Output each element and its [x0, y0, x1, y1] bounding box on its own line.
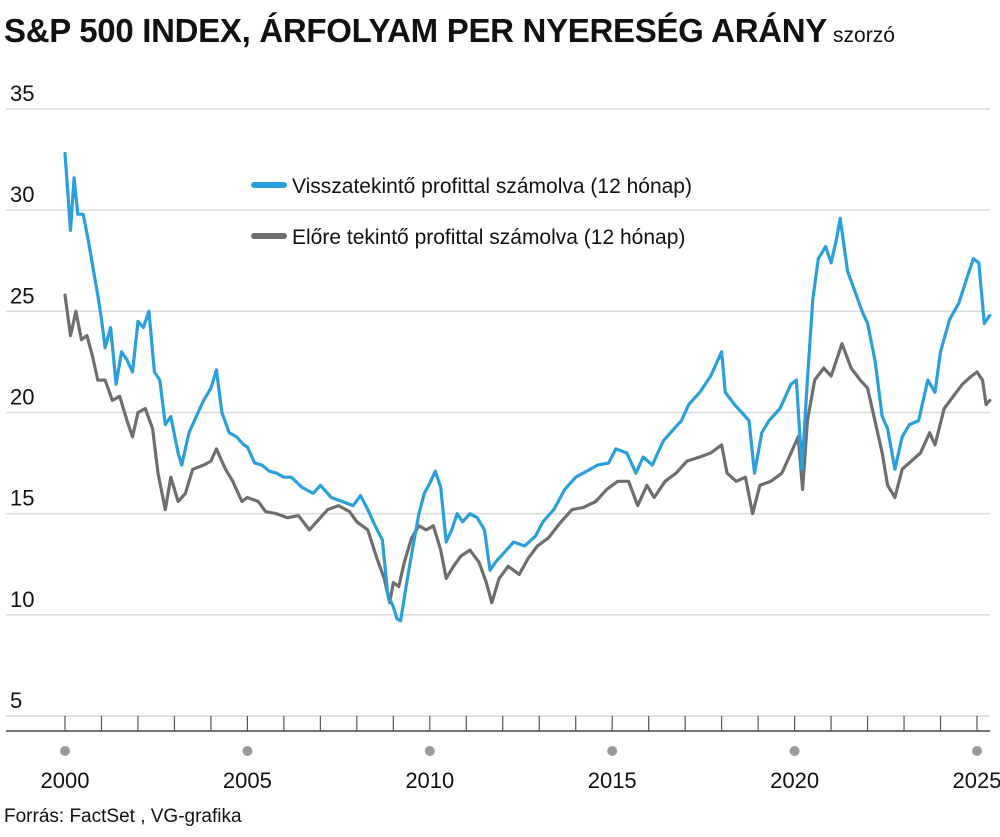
x-tick-label-2010: 2010 — [405, 768, 454, 793]
x-tick-dot-2015 — [607, 746, 618, 756]
y-tick-label-5: 5 — [10, 688, 22, 713]
x-tick-dot-2025 — [972, 746, 982, 756]
x-tick-dot-2005 — [242, 746, 253, 756]
x-tick-label-2015: 2015 — [588, 768, 637, 793]
chart-title: S&P 500 INDEX, ÁRFOLYAM PER NYERESÉG ARÁ… — [4, 14, 895, 47]
y-axis-ticks: 5 10 15 20 25 30 35 — [10, 81, 34, 713]
x-tick-label-2000: 2000 — [41, 768, 90, 793]
y-tick-label-15: 15 — [10, 486, 34, 511]
x-tick-label-2005: 2005 — [223, 768, 272, 793]
chart-title-text: S&P 500 INDEX, ÁRFOLYAM PER NYERESÉG ARÁ… — [4, 12, 828, 49]
y-tick-label-20: 20 — [10, 385, 34, 410]
x-tick-label-2020: 2020 — [770, 768, 819, 793]
y-tick-label-25: 25 — [10, 283, 34, 308]
series-lines — [63, 151, 992, 623]
legend-label-1: Visszatekintő profittal számolva (12 hón… — [292, 175, 692, 198]
x-tick-label-2025: 2025 — [953, 768, 1000, 793]
x-tick-dot-2000 — [60, 746, 70, 756]
x-tick-dot-2020 — [789, 746, 800, 756]
series-line-forward — [63, 293, 992, 605]
y-tick-label-35: 35 — [10, 81, 34, 106]
y-tick-label-10: 10 — [10, 587, 34, 612]
grid-lines — [6, 108, 990, 717]
x-axis: 2000 2005 2010 2015 2020 2025 — [6, 716, 1000, 793]
series-line-trailing — [63, 151, 992, 623]
chart-unit-label: szorzó — [833, 24, 895, 47]
y-tick-label-30: 30 — [10, 182, 34, 207]
x-tick-dot-2010 — [424, 746, 435, 756]
legend: Visszatekintő profittal számolva (12 hón… — [251, 175, 692, 249]
source-note: Forrás: FactSet , VG-grafika — [4, 806, 242, 827]
legend-label-2: Előre tekintő profittal számolva (12 hón… — [292, 226, 685, 249]
